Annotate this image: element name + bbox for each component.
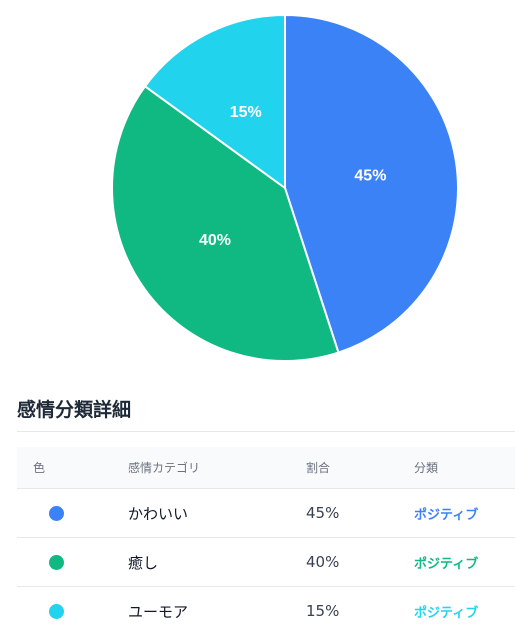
category-label: ユーモア	[128, 602, 189, 621]
classification-cell: ポジティブ	[414, 587, 515, 636]
header-category: 感情カテゴリ	[128, 447, 306, 489]
classification-cell: ポジティブ	[414, 488, 515, 538]
slice-data-label: 15%	[230, 104, 262, 121]
color-cell	[17, 537, 128, 587]
ratio-cell: 45%	[306, 488, 414, 538]
table-header-row: 色 感情カテゴリ 割合 分類	[17, 447, 515, 489]
color-dot	[49, 555, 64, 570]
slice-humor	[143, 13, 286, 190]
ratio-value: 40%	[306, 553, 340, 571]
header-ratio: 割合	[306, 447, 414, 489]
table-row: ユーモア 15% ポジティブ	[17, 587, 515, 636]
slice-iyashi	[111, 84, 340, 362]
color-dot	[49, 506, 64, 521]
section-title: 感情分類詳細	[17, 399, 132, 421]
table-row: かわいい 45% ポジティブ	[17, 488, 515, 538]
ratio-cell: 15%	[306, 587, 414, 636]
ratio-value: 45%	[306, 504, 340, 522]
header-color: 色	[17, 447, 128, 489]
ratio-cell: 40%	[306, 537, 414, 587]
classification-label: ポジティブ	[414, 507, 479, 523]
classification-label: ポジティブ	[414, 556, 479, 572]
category-cell: かわいい	[128, 488, 306, 538]
color-cell	[17, 587, 128, 636]
slice-data-label: 45%	[354, 167, 386, 184]
category-label: かわいい	[128, 504, 189, 523]
pie-chart: 45% 40% 15%	[111, 13, 460, 362]
classification-cell: ポジティブ	[414, 537, 515, 587]
color-dot	[49, 604, 64, 619]
category-cell: ユーモア	[128, 587, 306, 636]
emotion-detail-table: 色 感情カテゴリ 割合 分類 かわいい 45% ポジティブ 癒し 40% ポジテ…	[17, 447, 515, 635]
slice-kawaii	[284, 13, 460, 354]
title-divider	[17, 431, 515, 432]
slice-data-label: 40%	[199, 232, 231, 249]
pie-chart-svg: 45% 40% 15%	[111, 13, 460, 362]
category-cell: 癒し	[128, 537, 306, 587]
color-cell	[17, 488, 128, 538]
header-classification: 分類	[414, 447, 515, 489]
table-row: 癒し 40% ポジティブ	[17, 537, 515, 587]
ratio-value: 15%	[306, 602, 340, 620]
classification-label: ポジティブ	[414, 605, 479, 621]
category-label: 癒し	[128, 553, 159, 572]
